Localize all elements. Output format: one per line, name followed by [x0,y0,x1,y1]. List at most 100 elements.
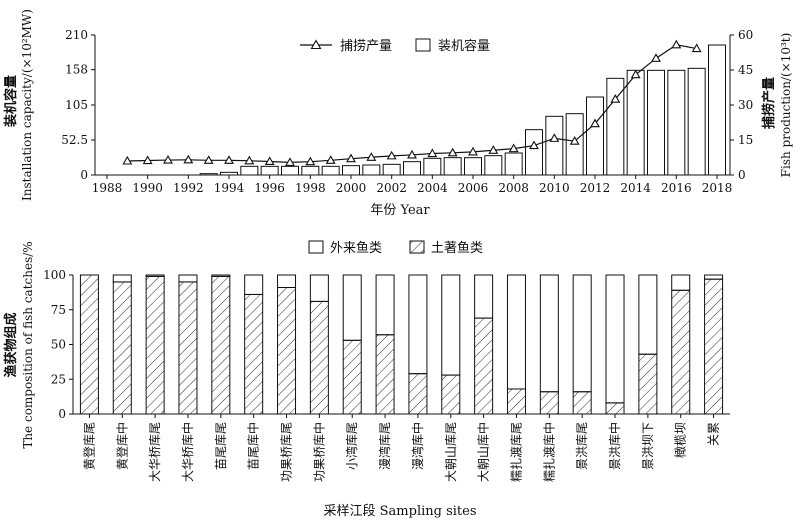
capacity-bar [545,115,564,176]
capacity-bar [464,157,482,176]
exotic-fish-bar [277,274,297,289]
fish-production-point [630,69,641,79]
native-fish-bar [342,339,362,415]
top-right-tick-label: 45 [738,63,753,77]
bottom-y-axis-label: The composition of fish catches/% [21,241,35,448]
bottom-chart: 0 25 50 75 100 黄登库尾 黄登库中 大华桥库尾 大华桥库中 苗尾库尾 苗尾库中 功果桥库… [3,240,730,519]
top-right-tick-label: 30 [738,98,753,112]
capacity-bar [626,69,645,176]
fish-production-point [366,152,377,161]
capacity-bar [586,96,604,176]
top-x-tick-label: 2014 [620,181,651,195]
capacity-bar [321,165,340,176]
site-label: 大朝山库尾 [443,422,458,482]
top-left-tick-label: 0 [80,168,88,182]
capacity-bar [301,165,320,176]
fish-production-point [671,39,682,49]
exotic-fish-bar [474,274,494,319]
site-label: 苗尾库中 [246,422,261,470]
top-x-tick-label: 1988 [92,181,123,195]
native-fish-bar [375,334,395,415]
exotic-fish-bar [572,274,592,393]
capacity-bar [647,69,665,176]
native-fish-bar [178,281,198,415]
top-x-axis-label: 年份 Year [370,203,430,218]
native-fish-bar [244,293,264,415]
top-right-tick-label: 60 [738,28,753,42]
site-label: 大华桥库尾 [147,422,162,482]
exotic-fish-bar [309,274,329,302]
bottom-x-axis-label: 采样江段 Sampling sites [324,504,477,519]
site-label: 黄登库尾 [81,422,96,470]
fish-production-point [325,155,336,164]
top-x-tick-label: 2018 [702,181,733,195]
fish-production-point [305,156,316,166]
native-fish-bar [79,274,99,415]
top-x-tick-label: 2010 [539,181,570,195]
top-x-tick-label: 2016 [661,181,692,195]
bottom-y-tick-label: 25 [51,372,66,386]
bottom-y-tick-label: 50 [51,338,66,352]
bottom-marks: 0 25 50 75 100 黄登库尾 黄登库中 大华桥库尾 大华桥库中 苗尾库尾 苗尾库中 功果桥库… [43,268,724,482]
exotic-fish-bar [671,274,691,291]
legend-swatch-exotic [308,240,324,254]
legend-swatch-capacity [415,38,431,52]
site-label: 小湾库尾 [344,422,359,470]
capacity-bar [484,155,503,176]
bottom-y-axis-label-cn: 渔获物组成 [3,312,19,377]
native-fish-bar [211,275,231,415]
top-left-tick-label: 158 [65,63,88,77]
top-x-tick-label: 1998 [295,181,326,195]
fish-production-point [610,94,621,103]
capacity-bar [423,157,442,176]
capacity-bar [342,165,360,176]
native-fish-bar [671,289,691,415]
native-fish-bar [506,388,526,415]
fish-production-point [346,153,356,163]
site-label: 景洪库中 [607,422,622,470]
native-fish-bar [277,287,297,415]
exotic-fish-bar [342,274,362,341]
native-fish-bar [441,374,461,415]
top-x-tick-label: 1996 [254,181,285,195]
native-fish-bar [145,275,165,415]
site-label: 功果桥库中 [311,422,326,482]
capacity-bar [708,44,726,176]
legend-label-exotic: 外来鱼类 [330,240,382,256]
top-marks: 1988 1990 1992 1994 1996 1998 2000 2002 2004 2006… [61,28,753,195]
top-x-tick-label: 1992 [173,181,204,195]
capacity-bar [443,157,462,176]
capacity-bar [382,163,401,176]
bottom-y-tick-label: 100 [43,268,66,282]
legend-label-fish-production: 捕捞产量 [340,38,392,54]
top-right-axis-label: Fish production/(×10³t) [779,33,793,178]
site-label: 关累 [707,422,721,446]
legend-swatch-native [409,240,425,254]
site-label: 漫湾库中 [410,422,425,470]
legend-label-native: 土著鱼类 [431,240,483,256]
capacity-bar [260,165,279,176]
top-legend: 捕捞产量 装机容量 [300,38,490,54]
site-label: 大华桥库中 [180,422,195,482]
site-label: 漫湾库尾 [377,422,392,470]
top-left-tick-label: 210 [65,28,88,42]
exotic-fish-bar [605,274,625,404]
site-label: 景洪库尾 [574,422,589,470]
fish-production-point [386,150,397,160]
top-x-tick-label: 2002 [376,181,407,195]
exotic-fish-bar [441,274,461,376]
legend-triangle-marker [310,39,322,50]
capacity-bar [362,164,381,176]
fish-production-point [142,155,153,165]
top-x-tick-label: 2006 [458,181,489,195]
site-label: 黄登库中 [114,422,129,470]
native-fish-bar [572,391,592,415]
top-x-tick-label: 2000 [336,181,367,195]
capacity-bar [525,129,543,176]
site-label: 糯扎渡库尾 [508,422,523,482]
native-fish-bar [638,353,658,415]
fish-production-point [549,133,560,142]
bottom-y-tick-label: 75 [51,303,66,317]
